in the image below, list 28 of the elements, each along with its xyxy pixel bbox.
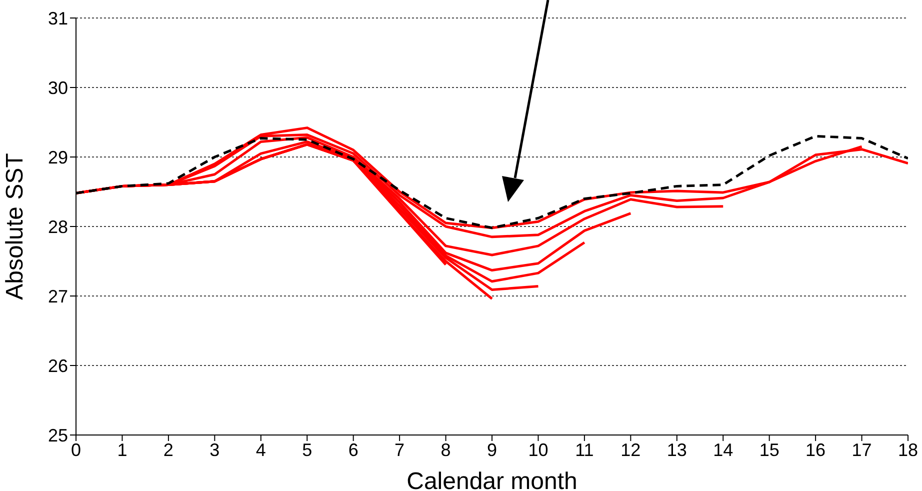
x-axis-title: Calendar month (406, 468, 578, 491)
x-tick-label: 15 (759, 440, 780, 460)
x-tick-label: 17 (852, 440, 872, 460)
x-tick-label: 16 (806, 440, 826, 460)
x-tick-label: 5 (302, 440, 312, 460)
x-tick-label: 9 (486, 440, 498, 460)
y-tick-label: 26 (48, 356, 68, 376)
x-tick-label: 4 (256, 440, 266, 460)
x-tick-label: 6 (348, 440, 358, 460)
y-axis-title: Absolute SST (2, 152, 29, 300)
y-tick-label: 29 (48, 147, 68, 168)
y-tick-label: 31 (48, 8, 68, 28)
x-tick-label: 13 (666, 440, 687, 460)
x-tick-label: 8 (440, 440, 451, 460)
x-tick-label: 3 (210, 440, 220, 460)
y-tick-label: 30 (48, 78, 68, 98)
x-tick-label: 11 (575, 440, 594, 460)
x-tick-label: 7 (394, 440, 405, 460)
x-tick-label: 18 (898, 440, 918, 460)
x-tick-label: 12 (620, 440, 641, 460)
y-tick-label: 28 (48, 216, 68, 237)
x-tick-label: 0 (70, 440, 82, 460)
x-tick-label: 2 (163, 440, 174, 460)
x-tick-label: 10 (528, 440, 548, 460)
x-tick-label: 1 (117, 440, 128, 460)
y-tick-label: 25 (48, 425, 68, 446)
y-tick-label: 27 (48, 286, 68, 306)
x-tick-label: 14 (713, 440, 734, 460)
